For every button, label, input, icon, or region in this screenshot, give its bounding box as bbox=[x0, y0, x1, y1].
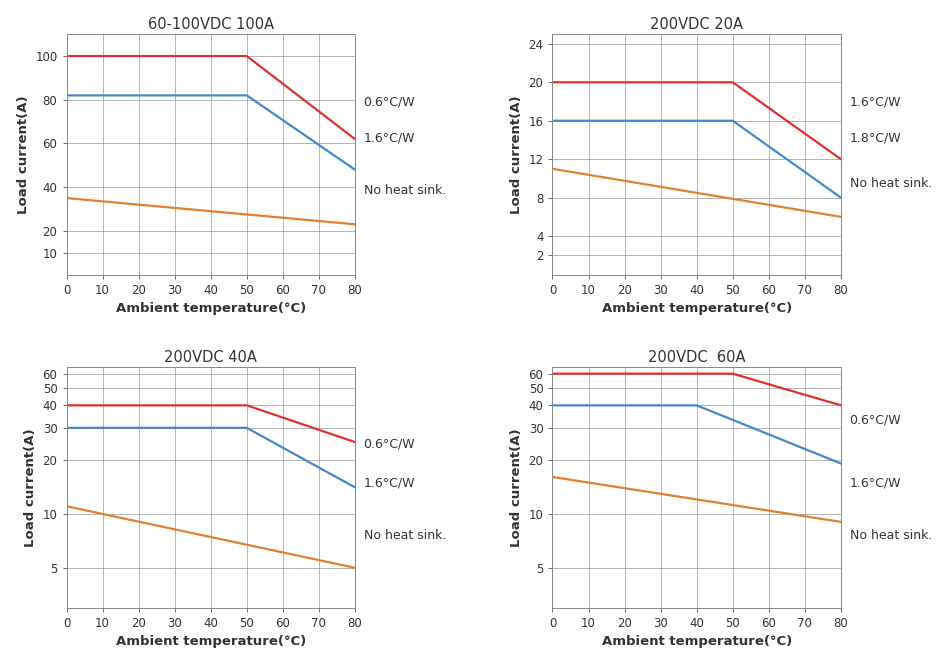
Text: No heat sink.: No heat sink. bbox=[364, 184, 446, 197]
X-axis label: Ambient temperature(°C): Ambient temperature(°C) bbox=[116, 302, 306, 315]
Text: 1.6°C/W: 1.6°C/W bbox=[849, 95, 901, 108]
Title: 60-100VDC 100A: 60-100VDC 100A bbox=[147, 17, 274, 32]
X-axis label: Ambient temperature(°C): Ambient temperature(°C) bbox=[601, 635, 791, 648]
Text: 0.6°C/W: 0.6°C/W bbox=[364, 95, 415, 108]
Text: No heat sink.: No heat sink. bbox=[364, 529, 446, 542]
Y-axis label: Load current(A): Load current(A) bbox=[510, 95, 522, 213]
X-axis label: Ambient temperature(°C): Ambient temperature(°C) bbox=[601, 302, 791, 315]
X-axis label: Ambient temperature(°C): Ambient temperature(°C) bbox=[116, 635, 306, 648]
Text: 1.8°C/W: 1.8°C/W bbox=[849, 131, 902, 144]
Text: No heat sink.: No heat sink. bbox=[849, 177, 932, 190]
Y-axis label: Load current(A): Load current(A) bbox=[17, 95, 29, 213]
Y-axis label: Load current(A): Load current(A) bbox=[24, 428, 37, 547]
Text: 1.6°C/W: 1.6°C/W bbox=[849, 476, 901, 489]
Text: 0.6°C/W: 0.6°C/W bbox=[849, 414, 902, 427]
Y-axis label: Load current(A): Load current(A) bbox=[510, 428, 523, 547]
Text: 1.6°C/W: 1.6°C/W bbox=[364, 131, 415, 144]
Text: 0.6°C/W: 0.6°C/W bbox=[364, 438, 415, 451]
Title: 200VDC 20A: 200VDC 20A bbox=[650, 17, 743, 32]
Text: 1.6°C/W: 1.6°C/W bbox=[364, 476, 415, 489]
Text: No heat sink.: No heat sink. bbox=[849, 529, 932, 542]
Title: 200VDC  60A: 200VDC 60A bbox=[648, 350, 746, 365]
Title: 200VDC 40A: 200VDC 40A bbox=[164, 350, 257, 365]
